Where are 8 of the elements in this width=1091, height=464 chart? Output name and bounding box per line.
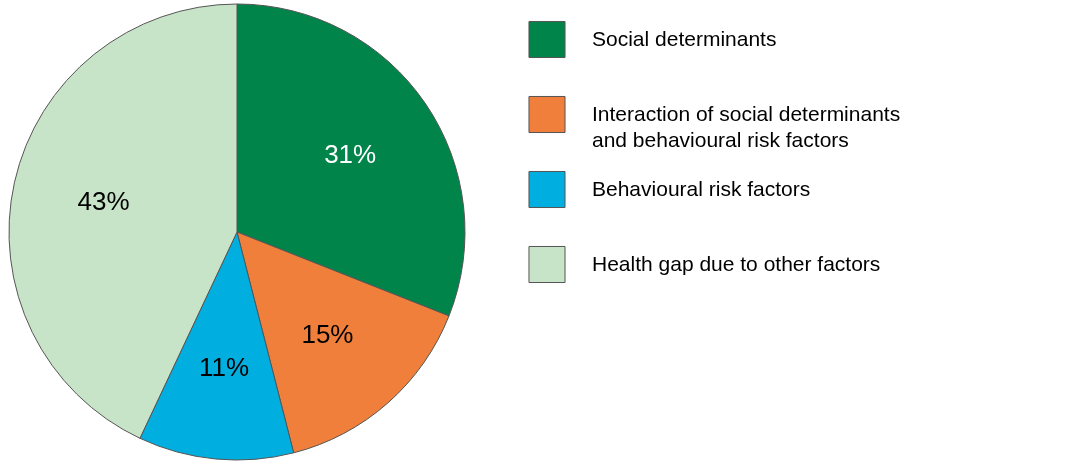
data-label: 31% xyxy=(324,139,377,170)
data-label: 11% xyxy=(199,352,250,383)
data-label: 15% xyxy=(301,318,354,349)
legend-label: Behavioural risk factors xyxy=(592,176,811,200)
legend-label: Social determinants xyxy=(592,26,777,50)
legend-label: Health gap due to other factors xyxy=(592,251,881,275)
data-label: 43% xyxy=(77,186,130,217)
legend-label: Interaction of social determinants and behavioural risk factors xyxy=(592,101,901,151)
